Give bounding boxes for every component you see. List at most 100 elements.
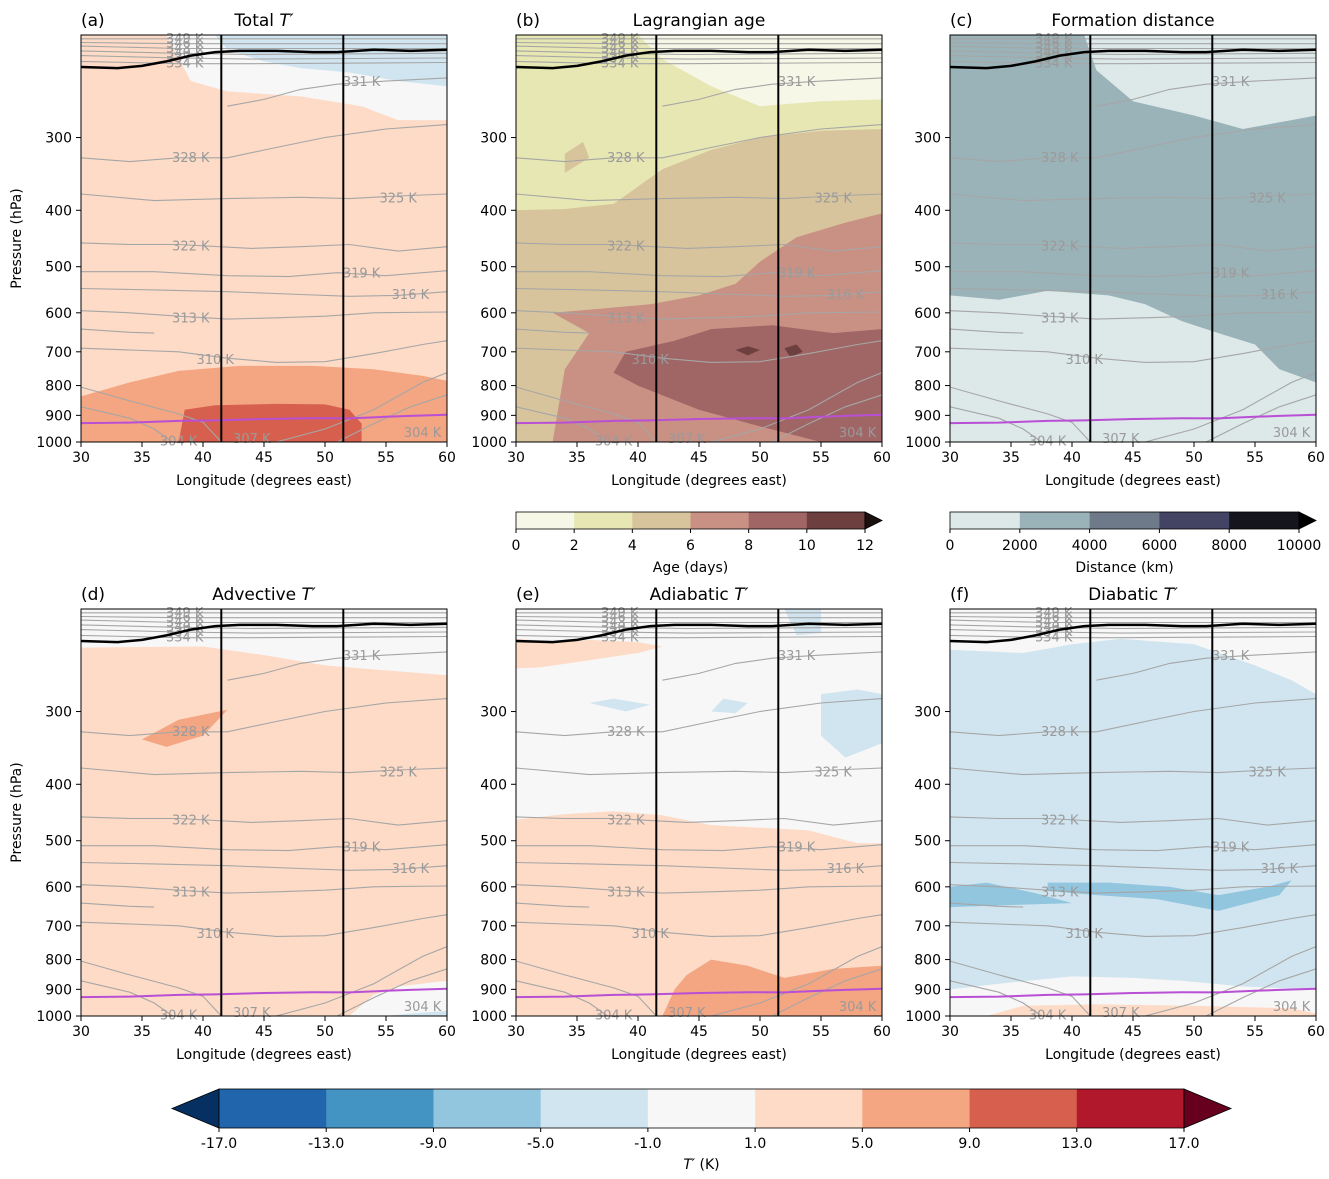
y-tick-label: 1000: [905, 1009, 941, 1025]
y-tick-label: 500: [914, 834, 941, 850]
y-tick-label: 600: [914, 306, 941, 322]
y-axis-label: Pressure (hPa): [9, 188, 25, 288]
colorbar-extend-arrow-min: [170, 1088, 220, 1129]
colorbar-segment: [969, 1089, 1078, 1128]
panel-title: Lagrangian age: [633, 11, 766, 31]
isentrope-line: [516, 193, 882, 202]
y-tick-label: 800: [480, 953, 507, 969]
isentrope-line: [81, 914, 447, 937]
colorbar-label-variable: T′: [683, 1157, 696, 1173]
panel-title-variable: T′: [279, 11, 293, 31]
isentrope-label: 304 K: [839, 1000, 877, 1015]
isentrope-label: 346 K: [166, 37, 204, 52]
isentrope-line: [950, 406, 1042, 442]
isentrope-line: [81, 980, 173, 1016]
isentrope-label: 319 K: [343, 267, 381, 282]
x-tick-label: 40: [629, 450, 647, 466]
colorbar-tick-label: 8000: [1211, 538, 1247, 554]
isentrope-line: [516, 619, 882, 624]
isentrope-label: 316 K: [1261, 862, 1299, 877]
colorbar-distance: 0 2000 4000 6000 8000 10000 Distance (km): [946, 511, 1321, 576]
shaded-region: [784, 344, 803, 358]
shaded-region: [1047, 880, 1292, 911]
x-tick-label: 50: [1185, 1024, 1203, 1040]
isentropes: [81, 612, 447, 1016]
isentrope-line: [81, 50, 447, 56]
isentrope-line: [950, 50, 1316, 56]
shaded-region: [81, 646, 447, 1016]
isentrope-line: [81, 960, 222, 1016]
panel-title-text: Total: [233, 11, 279, 31]
isentrope-label: 313 K: [1041, 311, 1079, 326]
x-tick-label: 40: [629, 1024, 647, 1040]
shaded-region: [564, 141, 590, 173]
colorbar-tick-label: 5.0: [851, 1136, 873, 1152]
isentrope-line: [516, 340, 882, 363]
isentrope-line: [950, 242, 1316, 252]
isentrope-label: 331 K: [1212, 75, 1250, 90]
isentrope-line: [516, 615, 882, 619]
x-tick-label: 35: [133, 1024, 151, 1040]
shaded-region: [735, 346, 760, 356]
isentrope-line: [81, 902, 155, 908]
panel-letter: (b): [516, 11, 540, 31]
isentrope-label: 319 K: [778, 841, 816, 856]
x-tick-label: 35: [1002, 1024, 1020, 1040]
isentrope-label: 349 K: [601, 32, 639, 47]
panel-title-text: Diabatic: [1088, 585, 1164, 605]
x-axis-label: Longitude (degrees east): [611, 473, 787, 489]
tropopause-line: [516, 622, 882, 644]
isentropes: [516, 612, 882, 1016]
isentrope-label: 349 K: [1035, 606, 1073, 621]
panel-title: Advective T′: [212, 585, 316, 605]
isentrope-label: 325 K: [379, 191, 417, 206]
x-tick-label: 55: [1246, 1024, 1264, 1040]
y-tick-label: 700: [914, 345, 941, 361]
panel-title-text: Advective: [212, 585, 301, 605]
panel-title: Diabatic T′: [1088, 585, 1178, 605]
boundary-layer-line: [950, 987, 1316, 999]
colorbar-age: 0 2 4 6 8 10 12 Age (days): [512, 511, 883, 576]
colorbar-tick-label: 17.0: [1168, 1136, 1199, 1152]
y-tick-label: 1000: [471, 435, 507, 451]
isentrope-line: [950, 55, 1316, 60]
isentrope-line: [516, 844, 882, 852]
colorbar-label: T′ (K): [683, 1157, 719, 1173]
isentrope-line: [516, 45, 882, 50]
x-tick-label: 30: [941, 1024, 959, 1040]
isentrope-label: 304 K: [1273, 426, 1311, 441]
y-tick-label: 300: [480, 705, 507, 721]
isentrope-label: 328 K: [607, 725, 645, 740]
isentrope-line: [516, 406, 608, 442]
isentrope-line: [227, 651, 447, 681]
colorbar-tick-label: 9.0: [958, 1136, 980, 1152]
isentrope-line: [516, 861, 882, 871]
isentrope-line: [81, 629, 447, 634]
x-tick-label: 30: [72, 1024, 90, 1040]
isentrope-label: 343 K: [166, 616, 204, 631]
colorbar-label: Distance (km): [1075, 560, 1173, 576]
colorbar-segment: [755, 1089, 863, 1128]
y-tick-label: 800: [480, 379, 507, 395]
shaded-field: [81, 609, 447, 1016]
isentrope-line: [81, 816, 447, 826]
isentrope-label: 349 K: [166, 32, 204, 47]
isentrope-line: [662, 651, 882, 681]
isentrope-label: 325 K: [814, 191, 852, 206]
panel-title-variable: T′: [1164, 585, 1178, 605]
isentrope-line: [81, 884, 447, 894]
isentrope-label: 343 K: [1035, 616, 1073, 631]
isentrope-line: [336, 968, 447, 1016]
y-tick-label: 700: [45, 345, 72, 361]
isentrope-label: 346 K: [601, 611, 639, 626]
isentrope-line: [1096, 651, 1316, 681]
isentrope-line: [516, 980, 608, 1016]
isentrope-line: [950, 619, 1316, 624]
isentrope-line: [81, 698, 447, 737]
isentrope-line: [950, 816, 1316, 826]
colorbar-tick-label: -1.0: [634, 1136, 661, 1152]
isentrope-line: [950, 629, 1316, 634]
